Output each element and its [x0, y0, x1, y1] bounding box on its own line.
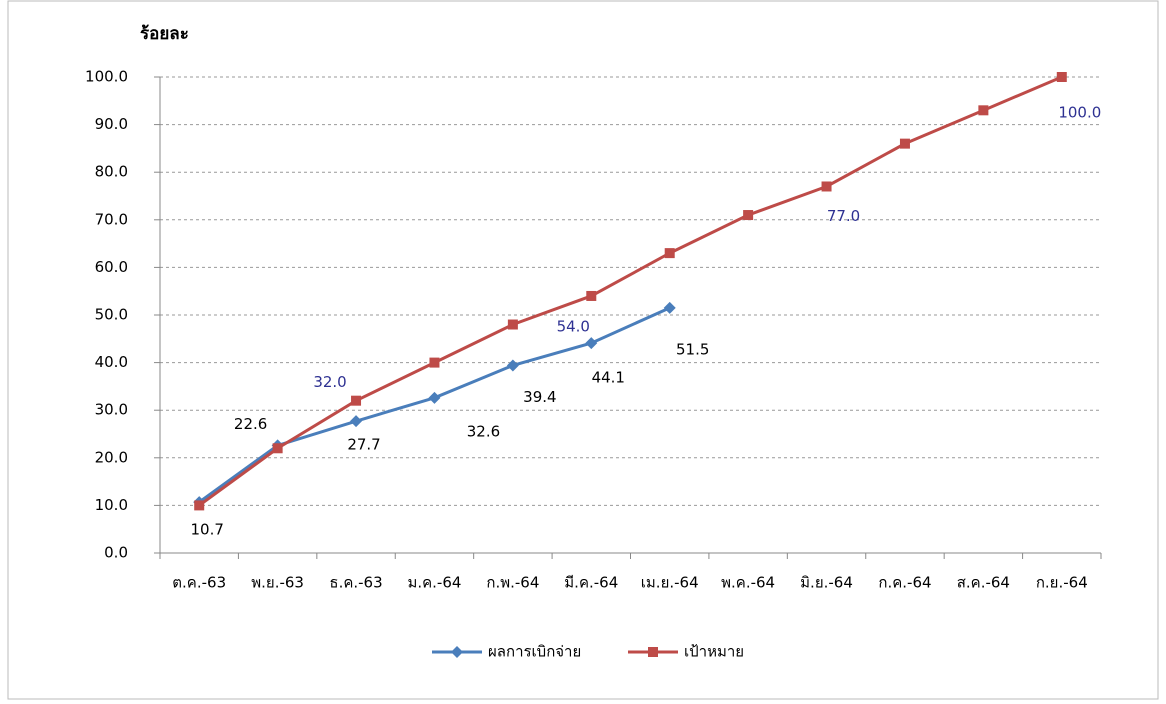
marker [507, 319, 518, 330]
x-tick-label: ม.ค.-64 [407, 574, 461, 592]
marker [194, 500, 205, 511]
x-tick-label: ต.ค.-63 [172, 574, 226, 592]
legend-label: เป้าหมาย [684, 643, 744, 661]
y-tick-label: 50.0 [95, 306, 128, 324]
marker [1056, 72, 1067, 82]
x-tick-label: ธ.ค.-63 [329, 574, 382, 592]
marker [351, 395, 362, 406]
data-label: 44.1 [592, 369, 625, 387]
data-label: 39.4 [523, 388, 556, 406]
data-label: 77.0 [827, 207, 860, 225]
y-tick-label: 70.0 [95, 210, 128, 228]
x-tick-label: มิ.ย.-64 [800, 574, 853, 592]
data-label: 32.6 [467, 422, 500, 440]
x-tick-label: พ.ค.-64 [721, 574, 775, 592]
marker [648, 647, 658, 657]
data-label: 54.0 [557, 317, 590, 335]
data-label: 22.6 [234, 415, 267, 433]
marker [451, 646, 463, 658]
data-label: 100.0 [1058, 104, 1101, 122]
y-tick-label: 100.0 [85, 68, 128, 86]
marker [506, 359, 519, 372]
marker [272, 443, 283, 454]
marker [585, 337, 598, 350]
y-tick-label: 10.0 [95, 496, 128, 514]
y-tick-label: 30.0 [95, 401, 128, 419]
y-tick-label: 20.0 [95, 448, 128, 466]
x-tick-label: ก.พ.-64 [486, 574, 539, 592]
marker [743, 210, 754, 221]
y-tick-label: 60.0 [95, 258, 128, 276]
marker [350, 415, 363, 428]
marker [586, 290, 597, 301]
marker [663, 301, 676, 314]
x-tick-label: พ.ย.-63 [251, 574, 304, 592]
legend-label: ผลการเบิกจ่าย [488, 643, 581, 661]
y-axis-label: ร้อยละ [140, 24, 189, 44]
marker [899, 138, 910, 149]
chart-border [7, 0, 1159, 700]
marker [978, 105, 989, 116]
marker [664, 248, 675, 259]
y-tick-label: 80.0 [95, 163, 128, 181]
x-tick-label: เม.ย.-64 [641, 574, 699, 592]
data-label: 10.7 [191, 521, 224, 539]
data-label: 51.5 [676, 340, 709, 358]
marker [821, 181, 832, 192]
x-tick-label: ส.ค.-64 [957, 574, 1010, 592]
y-tick-label: 40.0 [95, 353, 128, 371]
series-line [198, 75, 1063, 507]
x-tick-label: มี.ค.-64 [564, 574, 618, 592]
y-tick-label: 90.0 [95, 115, 128, 133]
marker [429, 357, 440, 368]
data-label: 27.7 [347, 436, 380, 454]
y-tick-label: 0.0 [104, 544, 128, 562]
x-tick-label: ก.ย.-64 [1036, 574, 1088, 592]
series-line [198, 306, 671, 504]
data-label: 32.0 [313, 373, 346, 391]
marker [428, 391, 441, 404]
x-tick-label: ก.ค.-64 [878, 574, 931, 592]
